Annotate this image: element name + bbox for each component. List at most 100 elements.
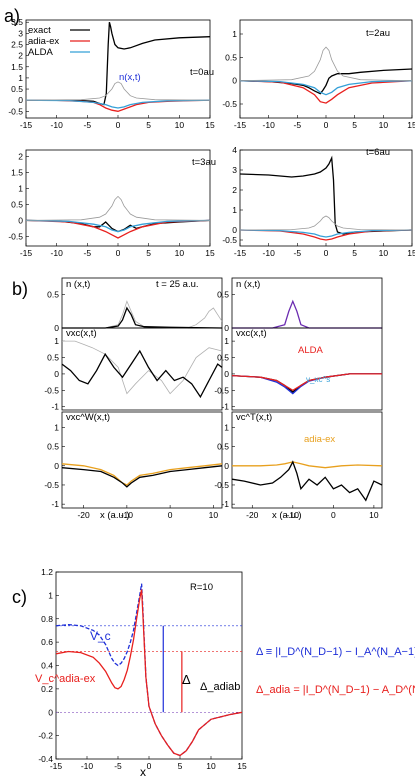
label-vc: V_c [90,629,111,643]
label-b5: vxc^W(x,t) [66,412,110,423]
x-tick-label: 0 [324,248,329,258]
y-tick-label: 3 [18,28,23,38]
x-tick-label: 0 [168,510,173,520]
y-tick-label: 2 [18,151,23,161]
annotation-c: R=10 [190,582,213,593]
plot-frame [61,327,223,411]
y-tick-label: 4 [232,145,237,155]
y-tick-label: -0.5 [44,480,59,490]
label-b3: vxc(x,t) [66,328,97,339]
panel-label-a: a) [4,6,20,26]
x-tick-label: -5 [294,120,302,130]
x-tick-label: -10 [51,120,64,130]
x-tick-label: 10 [209,510,219,520]
y-tick-label: 0 [232,76,237,86]
y-tick-label: -0.5 [214,385,229,395]
y-tick-label: 0.5 [225,52,237,62]
plot-frame [61,411,223,509]
density-label-a1: n(x,t) [119,72,141,83]
x-tick-label: -10 [263,120,276,130]
series-purple [232,299,382,329]
plot-b5: 1 0.5 0 -0.5 -1 -20 -10 0 10 [44,411,223,520]
y-tick-label: 0.8 [41,614,53,624]
y-tick-label: 0.5 [47,353,59,363]
x-tick-label: -15 [50,761,63,771]
y-tick-label: -0.2 [38,731,53,741]
y-tick-label: 0.2 [41,684,53,694]
label-vc-adia: V_c^adia-ex [35,673,96,685]
y-tick-label: -1 [51,499,59,509]
x-tick-label: 0 [147,761,152,771]
series-density [25,195,211,221]
plot-frame [231,411,383,509]
y-tick-label: 0 [54,461,59,471]
y-tick-label: 1 [232,205,237,215]
x-tick-label: 5 [352,120,357,130]
x-tick-label: 10 [175,248,185,258]
y-tick-label: 0.6 [41,637,53,647]
series-adia [239,80,413,104]
x-tick-label: 15 [205,120,215,130]
y-tick-label: -0.5 [214,480,229,490]
y-tick-label: 1.5 [11,62,23,72]
y-tick-label: 0.5 [217,290,229,300]
x-tick-label: 10 [379,120,389,130]
legend-adia-b6: adia-ex [304,434,335,445]
y-tick-label: 0 [48,707,53,717]
annotation-a1: t=0au [190,67,214,78]
x-tick-label: 5 [178,761,183,771]
series-black [231,460,383,502]
y-tick-label: 0.5 [11,199,23,209]
x-tick-label: -5 [84,248,92,258]
series-alda [25,99,211,109]
annotation-a2: t=2au [366,28,390,39]
plot-a2: 1 0.5 0 -0.5 -15 -10 -5 0 5 10 15 [222,19,415,130]
legend-label: exact [28,25,51,36]
x-tick-label: -15 [20,120,33,130]
y-tick-label: 0 [18,215,23,225]
x-tick-label: 0 [331,510,336,520]
series-alda [25,219,211,233]
y-tick-label: -0.5 [44,385,59,395]
x-tick-label: 0 [116,248,121,258]
y-tick-label: 2 [232,185,237,195]
x-tick-label: 10 [369,510,379,520]
x-tick-label: 5 [352,248,357,258]
xlabel-b5: x (a.u.) [100,510,130,521]
y-tick-label: 2.5 [11,40,23,50]
y-tick-label: 0.5 [47,290,59,300]
x-tick-label: 0 [324,120,329,130]
y-tick-label: 3.5 [11,17,23,27]
y-tick-label: 0 [54,323,59,333]
y-tick-label: 0 [224,461,229,471]
x-tick-label: -10 [263,248,276,258]
y-tick-label: 1 [48,590,53,600]
series-alda [239,229,413,238]
y-tick-label: -1 [221,402,229,412]
y-tick-label: 0.5 [47,442,59,452]
x-tick-label: 10 [175,120,185,130]
series-exact [26,22,211,106]
x-tick-label: -10 [81,761,94,771]
annotation-b1: t = 25 a.u. [156,279,199,290]
series-exact [25,219,211,233]
y-tick-label: 0.5 [217,353,229,363]
x-tick-label: -20 [77,510,90,520]
plot-frame [25,19,211,119]
y-tick-label: -1 [221,499,229,509]
series-density [25,81,211,101]
x-tick-label: -5 [84,120,92,130]
plot-a1: 3.532.521.510.50-0.5-15 -10 -5 0 5 10 15exacta… [8,17,215,130]
plot-b4: 1 0.5 0 -0.5 -1 [214,327,383,412]
x-tick-label: -15 [234,120,247,130]
series-vc [55,583,243,757]
x-tick-label: -10 [51,248,64,258]
x-tick-label: 15 [407,120,415,130]
y-tick-label: -0.5 [8,231,23,241]
series-red [231,373,382,392]
plot-frame [231,327,383,411]
x-tick-label: 10 [206,761,216,771]
y-tick-label: 1 [18,183,23,193]
y-tick-label: 1 [54,422,59,432]
